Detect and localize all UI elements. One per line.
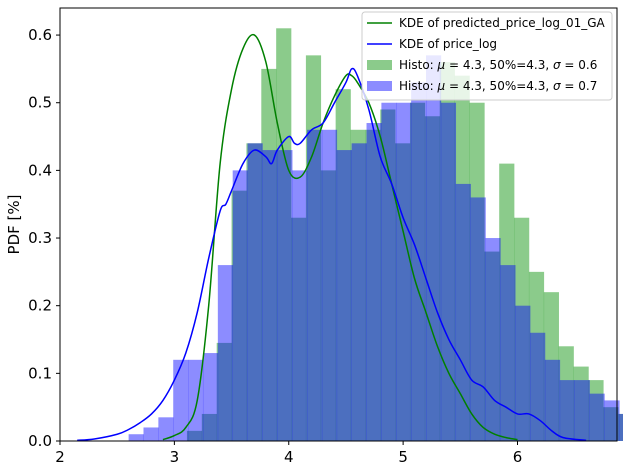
histogram-series-0 — [186, 28, 623, 442]
x-tick-label: 4 — [284, 448, 294, 466]
hist-bar — [336, 150, 352, 441]
hist-bar — [128, 434, 144, 441]
hist-bar — [351, 143, 367, 441]
hist-bar — [217, 265, 234, 441]
hist-bar — [455, 183, 471, 441]
hist-bar — [231, 190, 247, 441]
hist-bar — [439, 62, 455, 442]
y-axis: 0.0 0.1 0.2 0.3 0.4 0.5 0.6 — [28, 26, 60, 450]
hist-bar — [514, 217, 530, 441]
legend-box — [361, 11, 613, 101]
legend-label: Histo: μ = 4.3, 50%=4.3, σ = 0.7 — [399, 79, 597, 93]
kde-line-0 — [162, 33, 518, 441]
hist-bar — [365, 129, 381, 441]
hist-bar — [201, 413, 217, 441]
hist-bar — [262, 150, 278, 441]
hist-bar — [604, 400, 620, 441]
y-tick-label: 0.3 — [28, 229, 52, 247]
legend-patch-swatch — [367, 60, 392, 70]
x-tick-label: 6 — [513, 448, 523, 466]
hist-bar — [558, 346, 574, 441]
hist-bar — [188, 359, 204, 441]
hist-bar — [321, 129, 338, 441]
kde-curves — [77, 33, 587, 442]
y-tick-label: 0.1 — [28, 364, 52, 382]
hist-bar — [515, 305, 531, 441]
hist-bar — [573, 366, 589, 441]
hist-bar — [469, 102, 485, 441]
hist-bar — [395, 143, 411, 441]
hist-bar — [247, 143, 263, 441]
legend-label: KDE of price_log — [399, 37, 497, 51]
x-tick-label: 2 — [55, 448, 65, 466]
hist-bar — [366, 123, 382, 442]
hist-bar — [424, 116, 441, 441]
histogram-series-1 — [128, 55, 623, 442]
hist-bar — [335, 89, 351, 441]
hist-bar — [619, 413, 623, 441]
hist-bar — [544, 359, 561, 441]
legend-item-1: KDE of price_log — [367, 37, 497, 51]
hist-bar — [305, 55, 322, 442]
legend-label: KDE of predicted_price_log_01_GA — [399, 16, 606, 30]
hist-bar — [246, 143, 262, 441]
hist-bar — [216, 342, 232, 441]
hist-bar — [291, 217, 307, 441]
hist-bar — [530, 332, 546, 441]
hist-bar — [440, 102, 457, 441]
legend-item-2: Histo: μ = 4.3, 50%=4.3, σ = 0.6 — [367, 58, 597, 72]
hist-bar — [470, 197, 486, 441]
legend-item-0: KDE of predicted_price_log_01_GA — [367, 16, 606, 30]
legend-item-3: Histo: μ = 4.3, 50%=4.3, σ = 0.7 — [367, 79, 597, 93]
x-axis: 2 3 4 5 6 — [55, 441, 522, 466]
hist-bar — [411, 82, 427, 442]
y-tick-label: 0.4 — [28, 161, 52, 179]
y-axis-label: PDF [%] — [5, 195, 23, 255]
hist-bar — [186, 430, 203, 441]
hist-bar — [292, 170, 308, 442]
legend: KDE of predicted_price_log_01_GA KDE of p… — [361, 11, 613, 101]
y-tick-label: 0.5 — [28, 94, 52, 112]
legend-patch-swatch — [367, 81, 392, 91]
hist-bar — [454, 75, 470, 441]
plot-area-frame — [59, 7, 618, 442]
hist-bar — [588, 380, 604, 441]
y-tick-label: 0.6 — [28, 26, 52, 44]
hist-bar — [202, 353, 219, 441]
hist-bar — [143, 427, 159, 441]
hist-bar — [543, 292, 559, 441]
hist-bar — [409, 102, 426, 441]
histogram-bars — [128, 28, 623, 442]
y-tick-label: 0.2 — [28, 297, 52, 315]
hist-bar — [574, 380, 590, 441]
hist-bar — [232, 170, 248, 442]
hist-bar — [603, 407, 619, 441]
hist-bar — [158, 417, 174, 441]
hist-bar — [307, 129, 323, 441]
kde-line-1 — [77, 67, 587, 442]
hist-bar — [276, 28, 292, 442]
legend-label: Histo: μ = 4.3, 50%=4.3, σ = 0.6 — [399, 58, 597, 72]
hist-bar — [485, 238, 501, 441]
hist-bar — [277, 150, 293, 441]
x-tick-label: 3 — [170, 448, 180, 466]
hist-bar — [499, 163, 515, 442]
hist-bar — [380, 109, 396, 441]
hist-bar — [500, 265, 516, 441]
hist-bar — [589, 393, 605, 441]
hist-bar — [381, 102, 397, 441]
hist-bar — [528, 271, 545, 441]
hist-bar — [173, 359, 189, 441]
hist-bar — [350, 129, 366, 441]
x-tick-label: 5 — [398, 448, 408, 466]
hist-bar — [426, 55, 442, 442]
hist-bar — [618, 413, 623, 441]
hist-bar — [559, 380, 575, 441]
hist-bar — [396, 102, 412, 441]
hist-bar — [320, 170, 336, 442]
y-tick-label: 0.0 — [28, 432, 52, 450]
